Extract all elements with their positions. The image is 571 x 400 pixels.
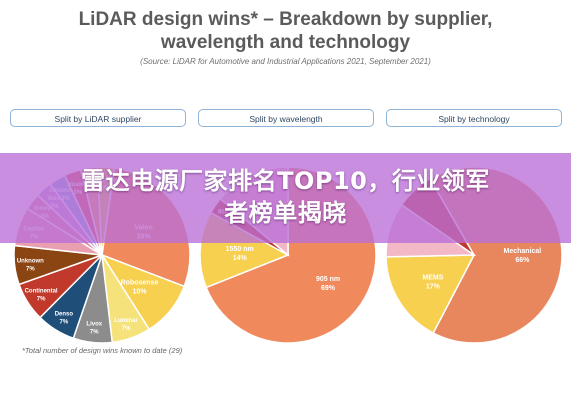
slice-value-label: 7% [60,319,69,325]
slice-label: Continental [25,289,58,295]
panel-label-wavelength: Split by wavelength [198,109,374,127]
slice-label: MEMS [422,275,443,282]
slice-label: 905 nm [316,276,340,283]
slice-value-label: 17% [426,284,441,291]
chart-title-line1: LiDAR design wins* – Breakdown by suppli… [78,9,493,30]
slice-label: Luminar [114,318,138,324]
source-note: (Source: LiDAR for Automotive and Indust… [140,57,431,66]
overlay-banner-text: 雷达电源厂家排名TOP10，行业领军 者榜单揭晓 [20,165,551,229]
chart-title: LiDAR design wins* – Breakdown by suppli… [0,8,571,54]
slice-value-label: 66% [515,257,530,264]
slice-value-label: 7% [26,266,35,272]
slice-label: 1550 nm [226,246,254,253]
slice-value-label: 7% [37,297,46,303]
slice-value-label: 7% [90,330,99,336]
footnote: *Total number of design wins known to da… [22,346,183,355]
slice-value-label: 10% [132,289,147,296]
overlay-banner [0,153,571,243]
panel-label-technology: Split by technology [386,109,562,127]
banner-line2: 者榜单揭晓 [224,199,347,227]
slice-label: Robosense [121,280,159,287]
chart-title-line2: wavelength and technology [160,32,411,53]
slice-label: Mechanical [504,248,542,255]
slice-label: Unknown [17,258,44,264]
slice-value-label: 7% [122,326,131,332]
slice-value-label: 14% [233,255,248,262]
panel-label-supplier: Split by LiDAR supplier [10,109,186,127]
pie-slice [385,254,476,334]
slice-value-label: 69% [321,285,336,292]
slice-label: Livox [86,322,102,328]
slice-label: Denso [55,311,74,317]
banner-line1: 雷达电源厂家排名TOP10，行业领军 [81,167,490,195]
